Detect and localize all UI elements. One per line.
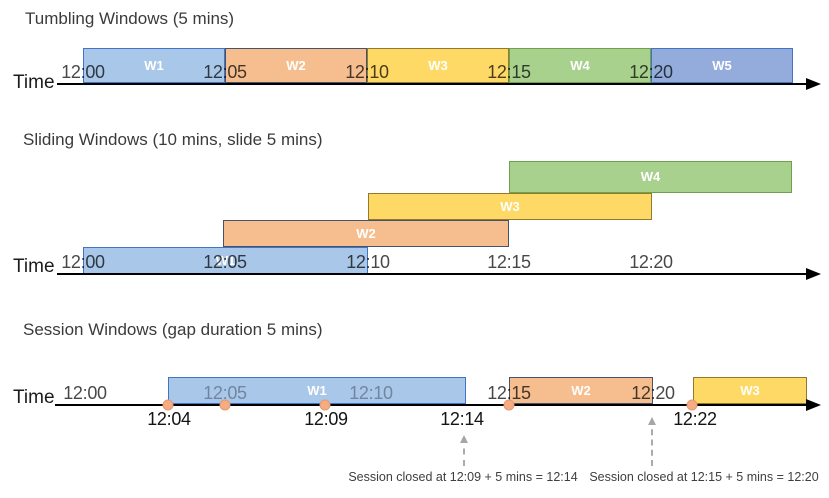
window-label: W1 (215, 253, 236, 268)
window-box-tumbling-w4 (509, 48, 651, 83)
tick-label: 12:00 (61, 62, 105, 82)
window-label: W3 (428, 58, 448, 73)
session-closure-arrow-icon (648, 417, 656, 466)
time-axis-session (55, 404, 806, 406)
window-label: W4 (640, 169, 661, 184)
event-time-label: 12:22 (673, 409, 717, 429)
window-box-tumbling-w2 (225, 48, 367, 83)
session-closed-annotation: Session closed at 12:15 + 5 mins = 12:20 (589, 470, 819, 484)
session-closed-annotation: Session closed at 12:09 + 5 mins = 12:14 (348, 470, 578, 484)
event-dot (162, 399, 174, 411)
time-axis-sliding (57, 273, 806, 275)
window-label: W2 (571, 383, 591, 398)
window-label: W3 (740, 383, 760, 398)
event-dot (219, 399, 231, 411)
window-box-session-w3 (693, 377, 807, 404)
window-label: W1 (144, 58, 164, 73)
session-closure-arrow-icon (460, 435, 468, 466)
tick-label: 12:10 (346, 252, 390, 272)
event-dot (686, 399, 698, 411)
window-box-session-w2 (509, 377, 653, 404)
time-axis-tumbling (57, 83, 806, 85)
time-axis-arrowhead-icon (806, 399, 821, 411)
tumbling-windows-title: Tumbling Windows (5 mins) (25, 9, 235, 28)
time-axis-arrowhead-icon (806, 78, 821, 90)
tick-label: 12:05 (203, 383, 247, 403)
window-box-tumbling-w5 (651, 48, 793, 83)
window-box-session-w1 (168, 377, 466, 404)
arrow-head-icon (460, 435, 468, 443)
sliding-windows-title: Sliding Windows (10 mins, slide 5 mins) (23, 130, 323, 149)
event-time-label: 12:09 (304, 409, 348, 429)
window-label: W1 (307, 383, 327, 398)
event-time-label: 12:14 (440, 409, 484, 429)
tick-label: 12:20 (629, 252, 673, 272)
arrow-head-icon (648, 417, 656, 425)
sliding-time-axis-label: Time (13, 256, 55, 277)
tick-label: 12:20 (629, 62, 673, 82)
tick-label: 12:00 (63, 383, 107, 403)
window-label: W2 (286, 58, 306, 73)
window-label: W3 (500, 199, 520, 214)
tick-label: 12:15 (487, 252, 531, 272)
tick-label: 12:05 (203, 252, 247, 272)
window-label: W2 (356, 226, 376, 241)
tick-label: 12:10 (349, 383, 393, 403)
window-label: W4 (570, 58, 590, 73)
event-dot (319, 399, 331, 411)
tick-label: 12:05 (203, 62, 247, 82)
session-time-axis-label: Time (13, 387, 55, 408)
tumbling-time-axis-label: Time (13, 72, 55, 93)
event-time-label: 12:04 (147, 409, 191, 429)
window-label: W5 (712, 58, 732, 73)
event-dot (503, 399, 515, 411)
window-box-sliding-w1 (83, 247, 368, 274)
window-box-sliding-w2 (223, 220, 509, 247)
tick-label: 12:15 (487, 383, 531, 403)
tick-label: 12:15 (487, 62, 531, 82)
window-box-tumbling-w1 (83, 48, 225, 83)
window-box-tumbling-w3 (367, 48, 509, 83)
window-box-sliding-w4 (509, 161, 792, 193)
tick-label: 12:20 (631, 383, 675, 403)
tick-label: 12:00 (61, 252, 105, 272)
window-box-sliding-w3 (368, 193, 652, 220)
session-windows-title: Session Windows (gap duration 5 mins) (23, 320, 323, 339)
time-axis-arrowhead-icon (806, 268, 821, 280)
tick-label: 12:10 (345, 62, 389, 82)
